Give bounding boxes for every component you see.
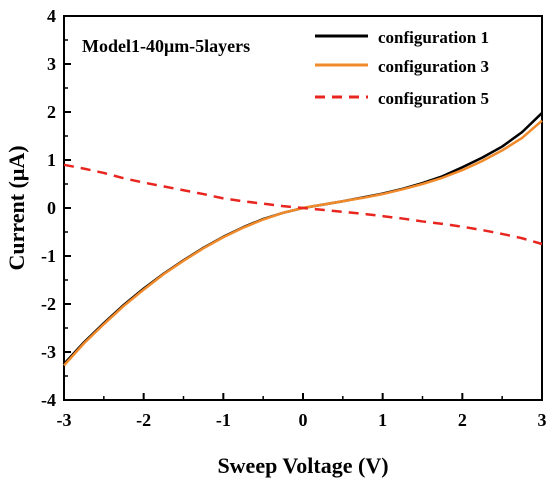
series-line-configuration-1 <box>63 112 543 365</box>
x-tick-label: -2 <box>136 410 151 430</box>
x-tick-label: 3 <box>538 410 547 430</box>
y-tick-label: -3 <box>41 342 56 362</box>
chart-annotation: Model1-40μm-5layers <box>82 36 250 56</box>
y-tick-label: -1 <box>41 246 56 266</box>
x-tick-label: -3 <box>57 410 72 430</box>
legend-label-configuration-3: configuration 3 <box>378 57 489 76</box>
x-tick-label: -1 <box>216 410 231 430</box>
y-axis-title: Current (μA) <box>4 145 29 270</box>
series-line-configuration-5 <box>63 163 543 246</box>
y-tick-label: 4 <box>47 6 56 26</box>
y-tick-label: 2 <box>47 102 56 122</box>
y-tick-label: -2 <box>41 294 56 314</box>
x-tick-label: 0 <box>299 410 308 430</box>
y-tick-label: 1 <box>47 150 56 170</box>
y-tick-label: 3 <box>47 54 56 74</box>
legend-label-configuration-5: configuration 5 <box>378 89 489 108</box>
y-axis-ticks: -4 -3 -2 -1 0 1 2 3 4 <box>41 6 71 410</box>
y-tick-label: -4 <box>41 390 56 410</box>
x-tick-label: 2 <box>458 410 467 430</box>
x-tick-label: 1 <box>378 410 387 430</box>
x-axis-title: Sweep Voltage (V) <box>217 453 388 478</box>
x-axis-ticks: -3 -2 -1 0 1 2 3 <box>57 393 547 430</box>
series-layer <box>63 112 543 367</box>
y-tick-label: 0 <box>47 198 56 218</box>
legend-label-configuration-1: configuration 1 <box>378 28 489 47</box>
legend: configuration 1 configuration 3 configur… <box>315 28 489 108</box>
series-line-configuration-3 <box>63 119 543 367</box>
